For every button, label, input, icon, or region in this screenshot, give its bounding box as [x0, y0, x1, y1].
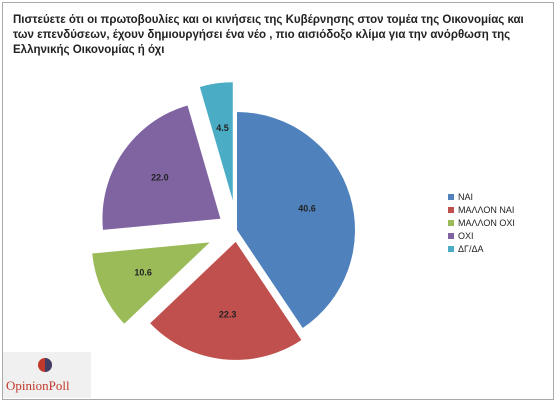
data-label-2: 10.6: [134, 268, 152, 278]
legend-item-2: ΜΑΛΛΟΝ ΟΧΙ: [448, 216, 515, 229]
legend-label: ΟΧΙ: [458, 230, 474, 241]
pie-slice-0: [237, 112, 356, 329]
data-label-0: 40.6: [298, 204, 316, 214]
logo-mark-icon: [38, 358, 52, 372]
legend-swatch: [448, 193, 454, 200]
legend-swatch: [448, 219, 454, 226]
legend-item-1: ΜΑΛΛΟΝ ΝΑΙ: [448, 203, 515, 216]
opinionpoll-logo: OpinionPoll: [3, 352, 91, 398]
data-label-4: 4.5: [216, 123, 229, 133]
logo-text: OpinionPoll: [6, 378, 70, 393]
legend-label: ΜΑΛΛΟΝ ΟΧΙ: [458, 217, 515, 228]
legend-swatch: [448, 206, 454, 213]
legend-item-0: ΝΑΙ: [448, 190, 515, 203]
legend-swatch: [448, 232, 454, 239]
legend-label: ΔΓ/ΔΑ: [458, 243, 484, 254]
data-label-1: 22.3: [219, 310, 237, 320]
pie-slice-2: [92, 242, 210, 324]
legend-swatch: [448, 245, 454, 252]
legend-label: ΜΑΛΛΟΝ ΝΑΙ: [458, 204, 515, 215]
pie-slice-3: [102, 105, 221, 230]
pie-slice-1: [150, 241, 302, 360]
chart-title: Πιστεύετε ότι οι πρωτοβουλίες και οι κιν…: [13, 14, 524, 56]
chart-legend: ΝΑΙ ΜΑΛΛΟΝ ΝΑΙ ΜΑΛΛΟΝ ΟΧΙ ΟΧΙ ΔΓ/ΔΑ: [448, 190, 515, 255]
legend-item-4: ΔΓ/ΔΑ: [448, 242, 515, 255]
legend-label: ΝΑΙ: [458, 191, 474, 202]
data-label-3: 22.0: [151, 173, 169, 183]
pie-slice-4: [199, 82, 233, 201]
legend-item-3: ΟΧΙ: [448, 229, 515, 242]
